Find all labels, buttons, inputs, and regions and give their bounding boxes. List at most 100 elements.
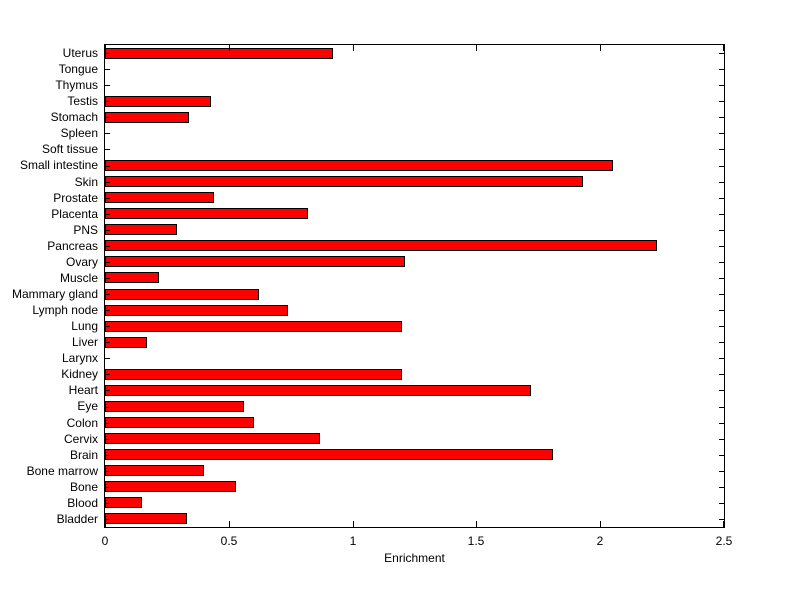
y-tick-label: Blood: [67, 495, 98, 510]
x-tick: [723, 45, 724, 51]
y-tick: [719, 390, 724, 391]
bar-mammary-gland: [105, 288, 259, 300]
y-tick: [719, 278, 724, 279]
y-tick-label: Placenta: [51, 206, 98, 221]
y-tick: [105, 294, 110, 295]
y-tick: [105, 423, 110, 424]
y-tick: [719, 53, 724, 54]
bar-skin: [105, 176, 583, 188]
bar-pns: [105, 224, 177, 236]
x-tick: [353, 521, 354, 527]
y-tick: [105, 198, 110, 199]
y-tick: [719, 407, 724, 408]
y-tick: [719, 149, 724, 150]
bar-bone-marrow: [105, 465, 204, 477]
y-tick-label: Thymus: [55, 78, 98, 93]
x-tick: [600, 45, 601, 51]
y-tick: [719, 166, 724, 167]
y-tick: [105, 310, 110, 311]
x-tick: [600, 521, 601, 527]
y-tick: [105, 85, 110, 86]
y-tick: [105, 374, 110, 375]
x-tick: [229, 521, 230, 527]
x-tick-label: 0: [101, 534, 109, 548]
y-tick-label: Brain: [69, 447, 98, 462]
bar-ovary: [105, 256, 405, 268]
y-tick: [719, 487, 724, 488]
x-tick: [476, 521, 477, 527]
y-tick-label: Bladder: [56, 511, 98, 526]
y-tick: [719, 455, 724, 456]
bar-stomach: [105, 111, 189, 123]
y-tick: [105, 117, 110, 118]
y-tick: [105, 214, 110, 215]
x-tick: [353, 45, 354, 51]
bar-small-intestine: [105, 160, 613, 171]
y-tick-label: Pancreas: [47, 238, 98, 253]
y-tick: [719, 423, 724, 424]
plot-area: [104, 44, 725, 528]
y-tick-label: Soft tissue: [41, 142, 98, 157]
y-tick: [105, 519, 110, 520]
x-tick-label: 2: [596, 534, 604, 548]
y-tick: [719, 69, 724, 70]
bar-colon: [105, 417, 254, 429]
y-tick: [105, 455, 110, 456]
x-tick: [476, 45, 477, 51]
y-tick-label: Lymph node: [32, 303, 98, 318]
y-tick: [719, 198, 724, 199]
y-tick: [719, 294, 724, 295]
y-tick: [105, 182, 110, 183]
y-tick: [105, 439, 110, 440]
y-tick: [719, 117, 724, 118]
y-tick-label: Ovary: [65, 254, 98, 269]
y-tick-label: Bone: [69, 479, 98, 494]
y-tick-label: Lung: [71, 319, 98, 334]
y-tick: [105, 262, 110, 263]
y-tick: [719, 310, 724, 311]
y-tick: [719, 374, 724, 375]
y-tick: [719, 471, 724, 472]
y-tick: [105, 326, 110, 327]
bar-eye: [105, 401, 244, 412]
y-tick: [719, 326, 724, 327]
bar-brain: [105, 449, 553, 461]
y-tick-label: Muscle: [59, 270, 98, 285]
y-tick: [719, 262, 724, 263]
y-tick-label: Prostate: [53, 190, 98, 205]
x-tick-label: 1.5: [467, 534, 485, 548]
bar-lung: [105, 320, 402, 332]
y-tick-label: PNS: [73, 222, 98, 237]
x-axis-title: Enrichment: [384, 551, 445, 565]
y-tick: [105, 278, 110, 279]
y-tick: [105, 133, 110, 134]
x-tick-label: 2.5: [715, 534, 733, 548]
y-tick-label: Mammary gland: [11, 287, 98, 301]
bar-liver: [105, 336, 147, 348]
y-tick: [105, 101, 110, 102]
y-tick-label: Spleen: [60, 126, 98, 141]
bar-muscle: [105, 272, 159, 284]
y-tick-label: Small intestine: [19, 158, 98, 173]
bar-uterus: [105, 47, 333, 59]
y-tick: [719, 133, 724, 134]
bar-bone: [105, 481, 236, 493]
y-tick: [105, 342, 110, 343]
bar-lymph-node: [105, 304, 288, 316]
y-tick-label: Kidney: [61, 367, 98, 382]
bar-heart: [105, 384, 531, 396]
y-tick-label: Uterus: [62, 46, 98, 60]
y-tick: [105, 471, 110, 472]
bar-bladder: [105, 513, 187, 525]
y-tick: [105, 230, 110, 231]
y-tick: [105, 69, 110, 70]
y-tick: [719, 439, 724, 440]
y-tick-label: Eye: [77, 399, 98, 414]
y-tick: [719, 246, 724, 247]
bar-prostate: [105, 192, 214, 204]
y-tick: [719, 503, 724, 504]
bar-testis: [105, 95, 211, 107]
y-tick: [105, 390, 110, 391]
y-tick: [719, 230, 724, 231]
